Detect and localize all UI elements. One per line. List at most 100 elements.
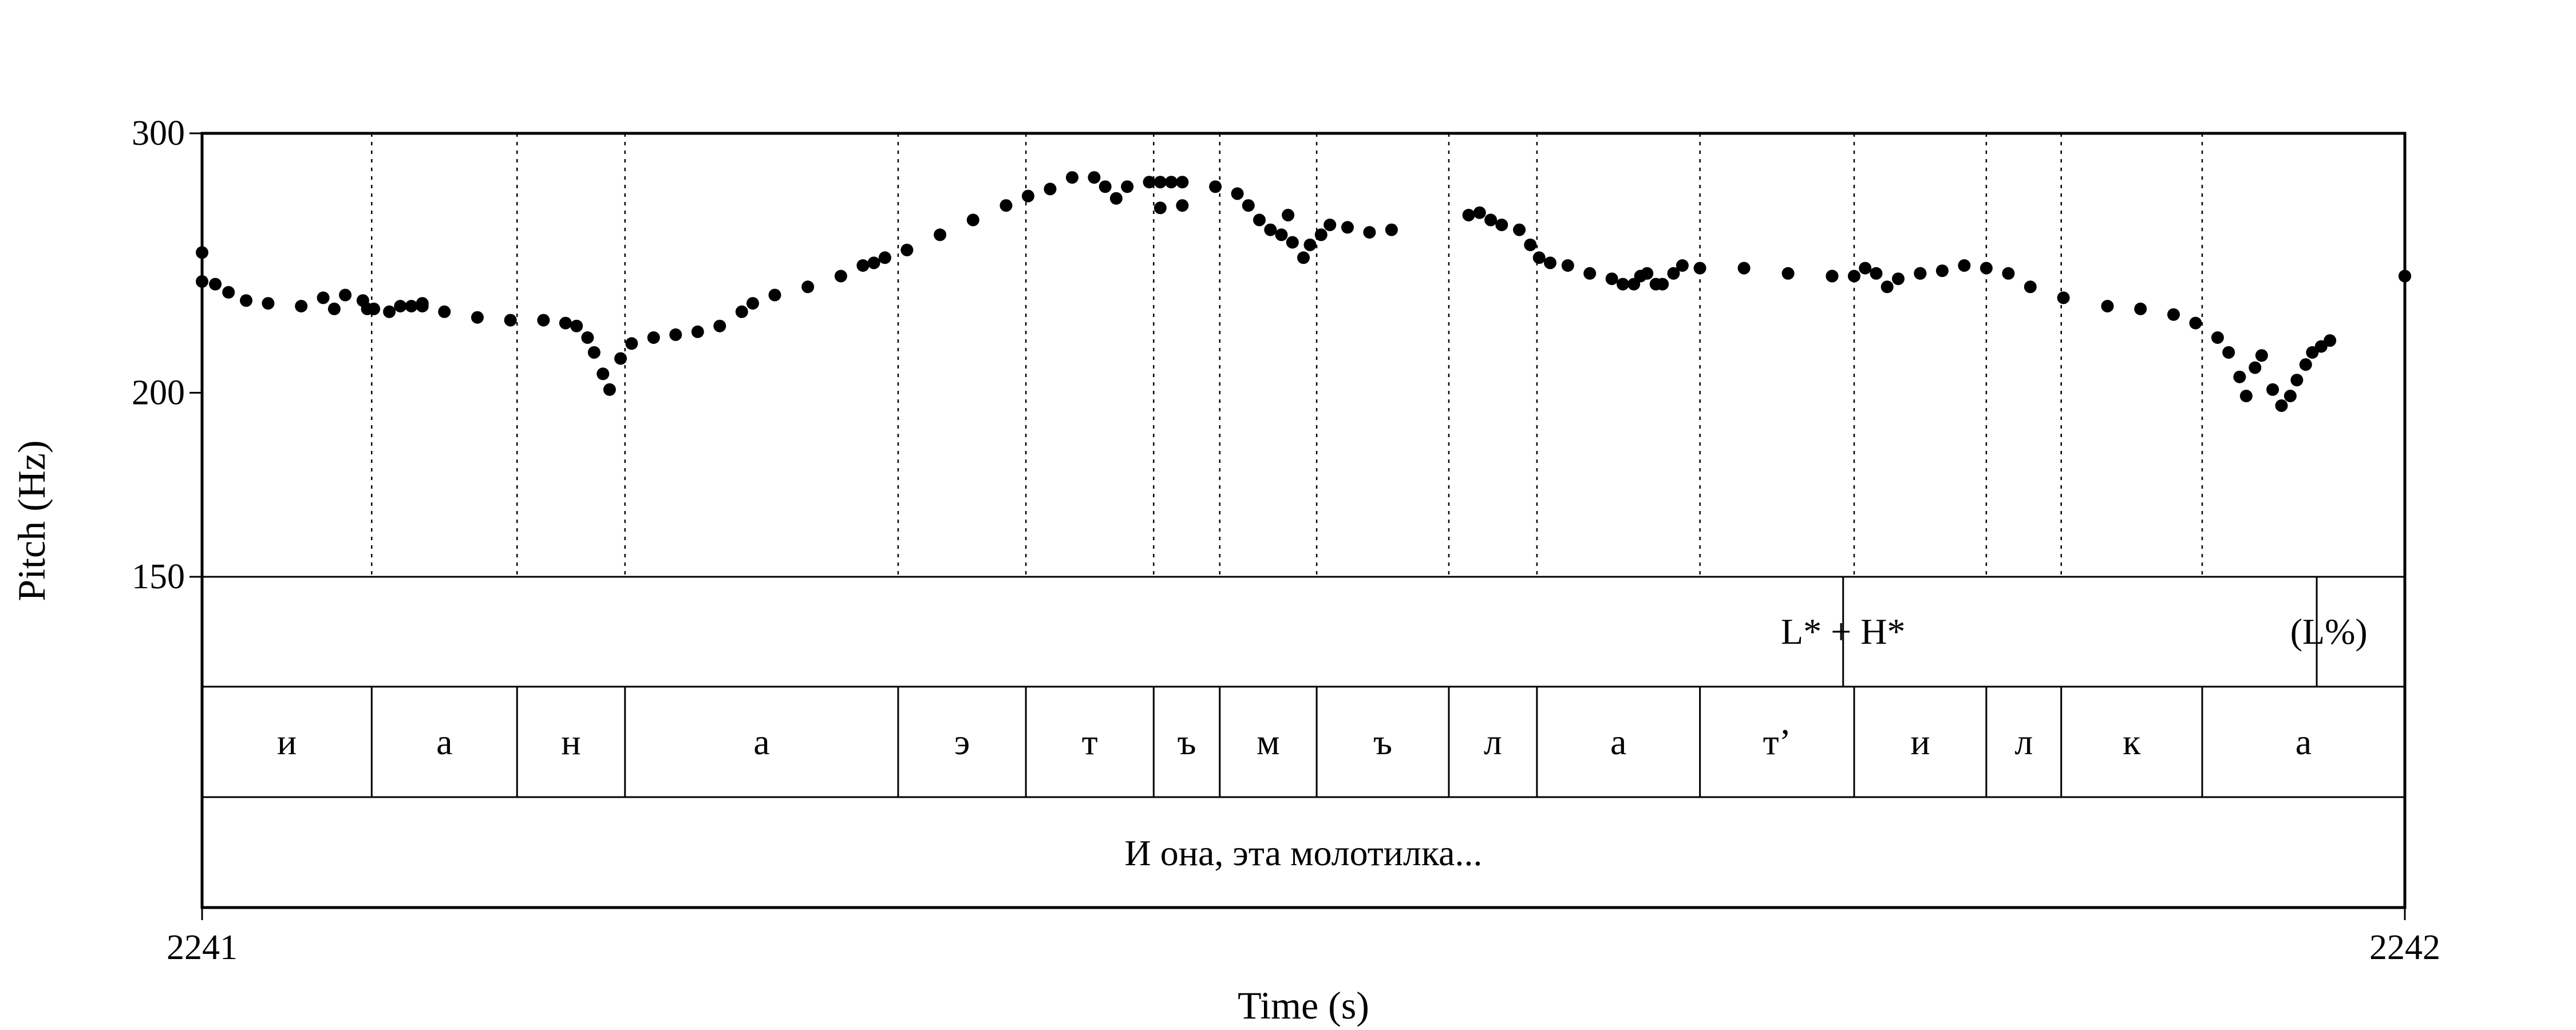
sound-label: т’	[1763, 722, 1791, 762]
pitch-point	[1176, 176, 1189, 189]
sound-label: а	[436, 722, 452, 762]
sound-label: к	[2123, 722, 2141, 762]
pitch-point	[209, 278, 222, 291]
pitch-point	[596, 367, 610, 381]
pitch-point	[1544, 256, 1556, 270]
pitch-point	[999, 199, 1013, 212]
pitch-point	[2189, 316, 2202, 330]
pitch-point	[1935, 264, 1949, 278]
sound-label: а	[2296, 722, 2312, 762]
pitch-point	[1286, 236, 1299, 249]
pitch-point	[581, 331, 594, 344]
pitch-point	[2283, 390, 2297, 402]
pitch-point	[1242, 199, 1255, 212]
pitch-point	[1826, 270, 1839, 283]
pitch-point	[1303, 238, 1317, 251]
pitch-point	[1044, 183, 1057, 196]
pitch-point	[2255, 349, 2268, 362]
pitch-point	[1473, 206, 1486, 219]
sound-label: ъ	[1373, 722, 1392, 762]
pitch-point	[1859, 262, 1872, 275]
pitch-point	[691, 325, 704, 338]
pitch-point	[2275, 399, 2288, 412]
pitch-point	[2249, 361, 2262, 374]
pitch-point	[1737, 262, 1751, 275]
pitch-point	[1363, 226, 1376, 239]
sound-label: и	[277, 722, 297, 762]
pitch-point	[1781, 267, 1795, 280]
pitch-point	[1676, 259, 1689, 272]
sound-label: а	[753, 722, 769, 762]
pitch-point	[614, 352, 627, 365]
pitch-point	[356, 294, 369, 307]
pitch-point	[1583, 267, 1597, 280]
pitch-point	[1153, 201, 1167, 215]
tone-label: L* + H*	[1781, 611, 1905, 652]
pitch-contour-points	[196, 171, 2411, 412]
pitch-point	[1143, 176, 1156, 189]
y-axis-title: Pitch (Hz)	[10, 440, 53, 601]
pitch-point	[1099, 180, 1112, 193]
pitch-point	[2057, 291, 2070, 304]
pitch-point	[2299, 358, 2312, 371]
pitch-point	[1209, 180, 1222, 193]
pitch-point	[394, 300, 407, 312]
pitch-point	[317, 291, 330, 304]
sound-label: л	[1484, 722, 1502, 762]
pitch-point	[2266, 383, 2279, 396]
pitch-point	[222, 286, 235, 299]
pitch-point	[966, 213, 979, 227]
pitch-point	[1980, 262, 1993, 275]
pitch-point	[2002, 267, 2015, 280]
pitch-point	[368, 302, 381, 315]
plot-frame	[200, 132, 2407, 909]
pitch-point	[405, 300, 418, 312]
pitch-point	[1109, 192, 1123, 205]
pitch-point	[339, 288, 352, 302]
tone-label: (L%)	[2290, 611, 2368, 652]
pitch-point	[713, 319, 726, 332]
pitch-point	[1153, 176, 1167, 189]
y-tick-label: 150	[132, 557, 185, 596]
pitch-point	[1066, 171, 1078, 184]
pitch-point	[625, 337, 638, 350]
sound-label: м	[1257, 722, 1280, 762]
x-axis-title: Time (s)	[1238, 984, 1369, 1027]
pitch-point	[262, 297, 275, 310]
pitch-point	[587, 346, 600, 359]
sound-label: т	[1082, 722, 1098, 762]
pitch-point	[669, 328, 682, 341]
pitch-point	[1462, 208, 1475, 221]
pitch-point	[867, 256, 880, 270]
pitch-point	[1314, 228, 1327, 241]
pitch-point	[1561, 259, 1574, 272]
x-tick-label: 2242	[2369, 928, 2440, 967]
pitch-point	[471, 311, 484, 324]
pitch-point	[735, 305, 748, 318]
pitch-point	[1870, 267, 1883, 280]
pitch-point	[2024, 280, 2037, 294]
pitch-point	[801, 280, 815, 294]
pitch-point	[1022, 189, 1034, 203]
sound-label: и	[1910, 722, 1930, 762]
pitch-point	[1121, 180, 1134, 193]
sound-label: л	[2014, 722, 2033, 762]
sound-label: э	[954, 722, 970, 762]
y-tick-label: 200	[132, 373, 185, 412]
pitch-point	[1484, 213, 1498, 227]
pitch-point	[537, 314, 550, 327]
pitch-point	[559, 316, 572, 330]
pitch-point	[2239, 390, 2253, 402]
pitch-point	[383, 305, 396, 318]
sound-label: ъ	[1178, 722, 1196, 762]
pitch-point	[1176, 199, 1189, 212]
pitch-point	[2306, 346, 2319, 359]
pitch-point	[2290, 374, 2304, 387]
pitch-point	[1641, 267, 1654, 280]
pitch-point	[504, 314, 517, 327]
pitch-point	[1693, 262, 1706, 275]
pitch-point	[2134, 302, 2147, 315]
pitch-point	[1880, 280, 1894, 294]
pitch-point	[2211, 331, 2224, 344]
